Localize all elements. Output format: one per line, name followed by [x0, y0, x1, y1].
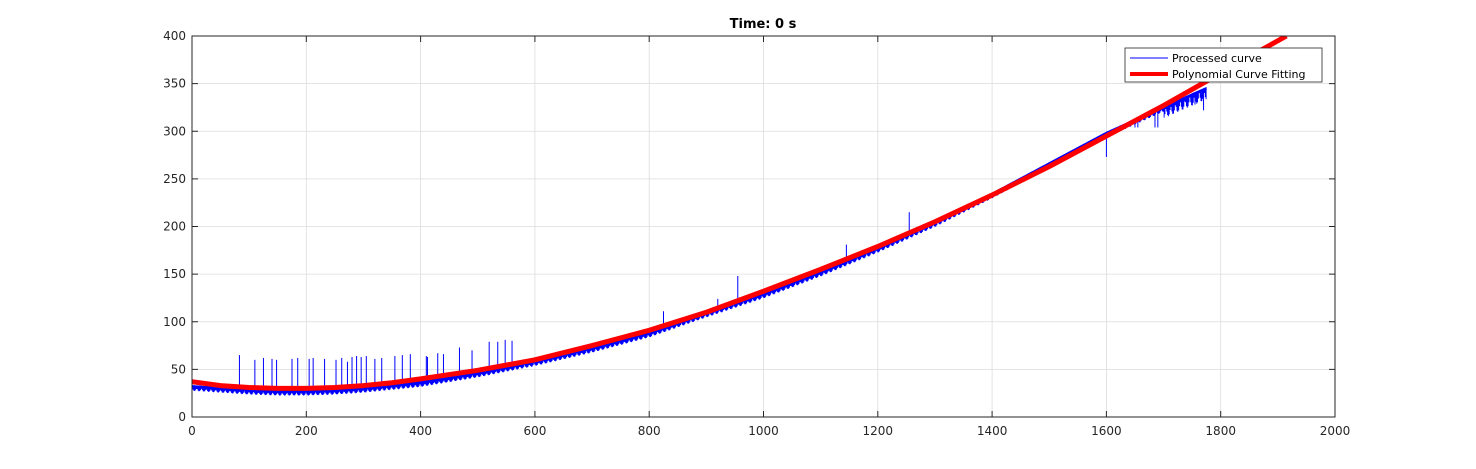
legend-box: [1124, 47, 1323, 83]
x-tick-labels: 0 200 400 600 800 1000 1200 1400 1600 1800 2000: [188, 424, 1350, 438]
x-tick-label: 0: [188, 424, 196, 438]
y-tick-labels: 0 50 100 150 200 250 300 350 400: [163, 29, 186, 424]
x-tick-label: 600: [523, 424, 546, 438]
x-tick-label: 200: [295, 424, 318, 438]
y-tick-label: 350: [163, 77, 186, 91]
legend: Processed curve Polynomial Curve Fitting: [1124, 47, 1323, 83]
y-tick-label: 0: [178, 410, 186, 424]
y-tick-label: 150: [163, 267, 186, 281]
x-tick-label: 400: [409, 424, 432, 438]
y-tick-label: 50: [171, 362, 186, 376]
y-tick-label: 100: [163, 315, 186, 329]
ticks: [191, 35, 1336, 418]
x-tick-label: 1400: [977, 424, 1008, 438]
legend-label-processed: Processed curve: [1172, 52, 1262, 65]
x-tick-label: 1200: [863, 424, 894, 438]
x-tick-label: 1000: [748, 424, 779, 438]
series-layer: [192, 36, 1288, 396]
y-tick-label: 200: [163, 220, 186, 234]
x-tick-label: 1600: [1091, 424, 1122, 438]
legend-label-polyfit: Polynomial Curve Fitting: [1172, 68, 1305, 81]
x-tick-label: 2000: [1320, 424, 1351, 438]
y-tick-label: 250: [163, 172, 186, 186]
y-tick-label: 400: [163, 29, 186, 43]
x-tick-label: 800: [638, 424, 661, 438]
polynomial-fit-line: [192, 36, 1288, 391]
chart-title: Time: 0 s: [730, 17, 797, 32]
y-tick-label: 300: [163, 124, 186, 138]
x-tick-label: 1800: [1205, 424, 1236, 438]
